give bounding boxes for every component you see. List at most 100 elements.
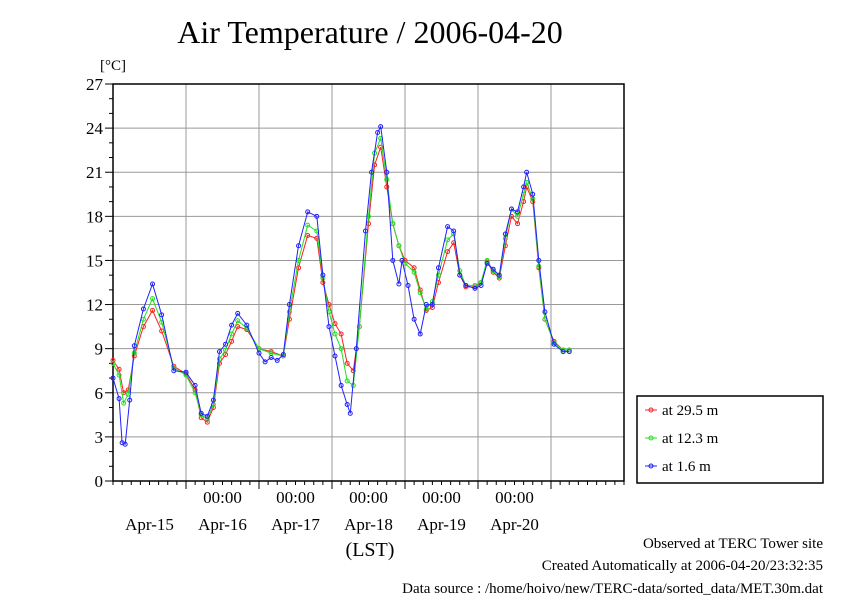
data-point bbox=[150, 296, 156, 302]
data-point bbox=[198, 410, 204, 416]
data-point bbox=[244, 322, 250, 328]
data-point bbox=[478, 282, 484, 288]
created-timestamp-note: Created Automatically at 2006-04-20/23:3… bbox=[541, 558, 823, 574]
data-point bbox=[344, 402, 350, 408]
data-point bbox=[378, 124, 384, 130]
data-point bbox=[435, 272, 441, 278]
data-point bbox=[314, 213, 320, 219]
data-point bbox=[472, 282, 478, 288]
data-point bbox=[405, 282, 411, 288]
data-point bbox=[274, 357, 280, 363]
legend-swatch-marker bbox=[648, 407, 654, 413]
data-point bbox=[204, 416, 210, 422]
y-tick-label: 18 bbox=[86, 207, 103, 226]
legend-box bbox=[636, 395, 824, 484]
data-point bbox=[435, 265, 441, 271]
y-tick-label: 9 bbox=[95, 340, 104, 359]
data-point bbox=[396, 281, 402, 287]
data-point bbox=[223, 341, 229, 347]
data-point bbox=[411, 316, 417, 322]
data-point bbox=[210, 397, 216, 403]
legend-label: at 29.5 m bbox=[662, 403, 719, 419]
data-point bbox=[356, 324, 362, 330]
x-time-label: 00:00 bbox=[495, 488, 534, 507]
data-point bbox=[192, 382, 198, 388]
data-point bbox=[127, 397, 133, 403]
data-point bbox=[305, 232, 311, 238]
data-point bbox=[305, 222, 311, 228]
data-point bbox=[463, 282, 469, 288]
y-tick-label: 0 bbox=[95, 472, 104, 491]
observed-site-note: Observed at TERC Tower site bbox=[642, 536, 823, 552]
data-point bbox=[353, 346, 359, 352]
data-point bbox=[417, 331, 423, 337]
data-point bbox=[515, 221, 521, 227]
data-point bbox=[423, 302, 429, 308]
data-point bbox=[268, 354, 274, 360]
data-point bbox=[347, 410, 353, 416]
data-point bbox=[116, 366, 122, 372]
data-point bbox=[121, 400, 127, 406]
y-tick-label: 3 bbox=[95, 428, 104, 447]
data-point bbox=[390, 221, 396, 227]
x-date-label: Apr-19 bbox=[417, 515, 466, 534]
x-date-label: Apr-15 bbox=[125, 515, 174, 534]
data-point bbox=[524, 169, 530, 175]
plot-frame bbox=[112, 83, 625, 482]
y-tick-label: 24 bbox=[86, 119, 104, 138]
data-point bbox=[332, 353, 338, 359]
y-tick-label: 15 bbox=[86, 251, 103, 270]
data-point bbox=[116, 372, 122, 378]
data-point bbox=[229, 331, 235, 337]
x-time-label: 00:00 bbox=[276, 488, 315, 507]
data-point bbox=[384, 184, 390, 190]
data-point bbox=[542, 309, 548, 315]
data-point bbox=[411, 269, 417, 275]
data-point bbox=[223, 347, 229, 353]
data-point bbox=[116, 396, 122, 402]
data-point bbox=[110, 375, 116, 381]
data-point bbox=[280, 352, 286, 358]
data-point bbox=[204, 413, 210, 419]
y-tick-label: 6 bbox=[95, 384, 104, 403]
data-point bbox=[429, 304, 435, 310]
data-point bbox=[235, 310, 241, 316]
data-point bbox=[204, 419, 210, 425]
data-point bbox=[451, 228, 457, 234]
data-point bbox=[326, 302, 332, 308]
x-date-label: Apr-17 bbox=[271, 515, 320, 534]
data-point bbox=[429, 302, 435, 308]
data-point bbox=[256, 350, 262, 356]
data-point bbox=[338, 346, 344, 352]
y-axis-label: [°C] bbox=[100, 58, 126, 74]
data-point bbox=[445, 224, 451, 230]
x-axis-label: (LST) bbox=[346, 539, 395, 561]
x-time-label: 00:00 bbox=[203, 488, 242, 507]
data-point bbox=[286, 309, 292, 315]
data-point bbox=[521, 184, 527, 190]
data-point bbox=[140, 316, 146, 322]
data-point bbox=[150, 307, 156, 313]
data-point bbox=[110, 357, 116, 363]
data-point bbox=[235, 318, 241, 324]
series-line-0 bbox=[112, 147, 570, 423]
data-point bbox=[229, 322, 235, 328]
data-point bbox=[472, 285, 478, 291]
data-point bbox=[140, 306, 146, 312]
x-time-label: 00:00 bbox=[349, 488, 388, 507]
data-point bbox=[171, 368, 177, 374]
data-point bbox=[216, 356, 222, 362]
data-point bbox=[362, 228, 368, 234]
x-date-label: Apr-16 bbox=[198, 515, 247, 534]
data-point bbox=[344, 378, 350, 384]
legend-swatch-marker bbox=[648, 463, 654, 469]
data-point bbox=[216, 349, 222, 355]
data-point bbox=[530, 191, 536, 197]
data-point bbox=[326, 324, 332, 330]
x-time-label: 00:00 bbox=[422, 488, 461, 507]
data-source-note: Data source : /home/hoivo/new/TERC-data/… bbox=[402, 581, 823, 597]
data-point bbox=[378, 144, 384, 150]
data-point bbox=[445, 249, 451, 255]
series-line-2 bbox=[112, 124, 570, 445]
